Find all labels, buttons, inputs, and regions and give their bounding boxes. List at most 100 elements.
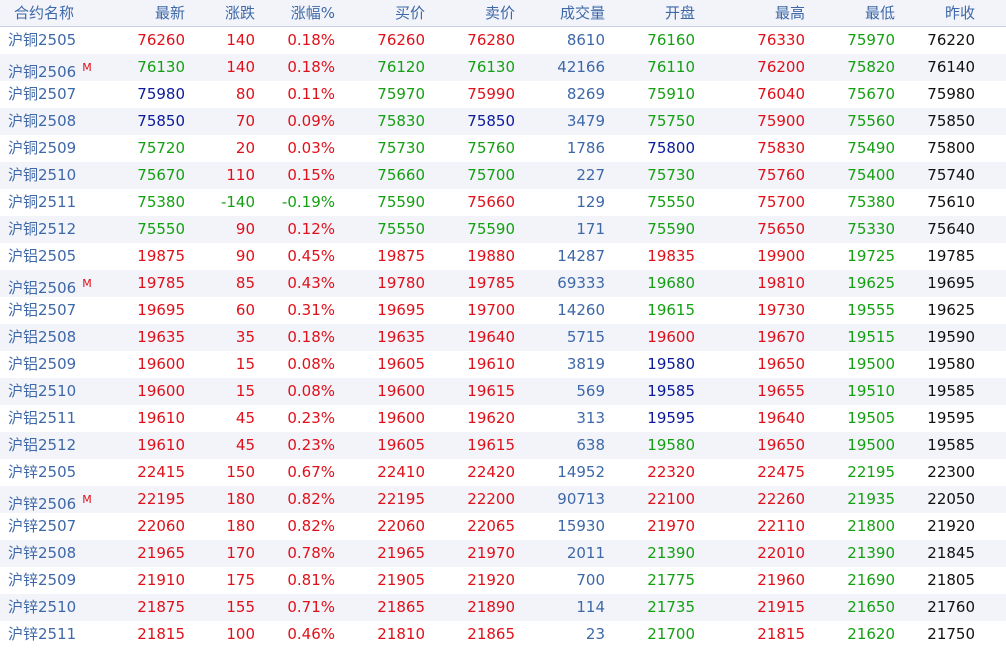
latest-price-cell: 22060 — [137, 517, 185, 535]
table-row[interactable]: 沪铜2508 75850 70 0.09% 75830 75850 3479 75750 759… — [0, 108, 1006, 135]
contract-name-cell[interactable]: 沪锌2507 — [8, 513, 100, 540]
column-header-open[interactable]: 开盘 — [664, 4, 695, 22]
table-row[interactable]: 沪铝2508 19635 35 0.18% 19635 19640 5715 19600 196… — [0, 324, 1006, 351]
table-row[interactable]: 沪锌2510 21875 155 0.71% 21865 21890 114 21735 219… — [0, 594, 1006, 621]
ask-price-cell: 21970 — [467, 544, 515, 562]
contract-name-cell[interactable]: 沪铝2510 — [8, 378, 100, 405]
contract-name: 沪铜2507 — [8, 85, 77, 103]
high-price-cell: 19900 — [757, 247, 805, 265]
contract-name-cell[interactable]: 沪铝2508 — [8, 324, 100, 351]
change-pct-cell: 0.18% — [287, 31, 335, 49]
column-header-latest[interactable]: 最新 — [154, 4, 185, 22]
table-row[interactable]: 沪铜2510 75670 110 0.15% 75660 75700 227 75730 757… — [0, 162, 1006, 189]
contract-name-cell[interactable]: 沪铝2505 — [8, 243, 100, 270]
contract-name-cell[interactable]: 沪铜2507 — [8, 81, 100, 108]
contract-name-cell[interactable]: 沪铝2512 — [8, 432, 100, 459]
contract-name-cell[interactable]: 沪铜2508 — [8, 108, 100, 135]
column-header-contract-name[interactable]: 合约名称 — [14, 4, 75, 22]
column-header-prev-close[interactable]: 昨收 — [944, 4, 975, 22]
contract-name-cell[interactable]: 沪锌2511 — [8, 621, 100, 648]
bid-price-cell: 22060 — [377, 517, 425, 535]
ask-price-cell: 19640 — [467, 328, 515, 346]
column-header-high[interactable]: 最高 — [774, 4, 805, 22]
table-row[interactable]: 沪铜2509 75720 20 0.03% 75730 75760 1786 75800 758… — [0, 135, 1006, 162]
change-cell: 155 — [226, 598, 255, 616]
low-price-cell: 21390 — [847, 544, 895, 562]
contract-name-cell[interactable]: 沪锌2505 — [8, 459, 100, 486]
ask-price-cell: 19700 — [467, 301, 515, 319]
column-header-change-pct[interactable]: 涨幅% — [290, 4, 335, 22]
change-pct-cell: 0.82% — [287, 517, 335, 535]
table-row[interactable]: 沪铜2512 75550 90 0.12% 75550 75590 171 75590 7565… — [0, 216, 1006, 243]
contract-name-cell[interactable]: 沪铝2506 M — [8, 270, 100, 297]
volume-cell: 700 — [576, 571, 605, 589]
table-row[interactable]: 沪锌2506 M 22195 180 0.82% 22195 22200 90713 22100… — [0, 486, 1006, 513]
column-header-volume[interactable]: 成交量 — [559, 4, 605, 22]
change-pct-cell: 0.12% — [287, 220, 335, 238]
table-row[interactable]: 沪铝2506 M 19785 85 0.43% 19780 19785 69333 19680 1… — [0, 270, 1006, 297]
high-price-cell: 76330 — [757, 31, 805, 49]
column-header-ask[interactable]: 卖价 — [484, 4, 515, 22]
contract-name-cell[interactable]: 沪铜2509 — [8, 135, 100, 162]
table-row[interactable]: 沪铝2505 19875 90 0.45% 19875 19880 14287 19835 19… — [0, 243, 1006, 270]
contract-name-cell[interactable]: 沪铝2511 — [8, 405, 100, 432]
table-row[interactable]: 沪铝2511 19610 45 0.23% 19600 19620 313 19595 1964… — [0, 405, 1006, 432]
table-row[interactable]: 沪铝2507 19695 60 0.31% 19695 19700 14260 19615 19… — [0, 297, 1006, 324]
latest-price-cell: 19600 — [137, 382, 185, 400]
contract-name-cell[interactable]: 沪锌2506 M — [8, 486, 100, 513]
low-price-cell: 21800 — [847, 517, 895, 535]
contract-name-cell[interactable]: 沪锌2510 — [8, 594, 100, 621]
ask-price-cell: 21920 — [467, 571, 515, 589]
change-cell: 150 — [226, 463, 255, 481]
table-row[interactable]: 沪铝2510 19600 15 0.08% 19600 19615 569 19585 1965… — [0, 378, 1006, 405]
ask-price-cell: 75760 — [467, 139, 515, 157]
contract-name-cell[interactable]: 沪铝2507 — [8, 297, 100, 324]
table-row[interactable]: 沪铝2509 19600 15 0.08% 19605 19610 3819 19580 196… — [0, 351, 1006, 378]
low-price-cell: 75490 — [847, 139, 895, 157]
ask-price-cell: 19785 — [467, 274, 515, 292]
volume-cell: 227 — [576, 166, 605, 184]
change-pct-cell: 0.46% — [287, 625, 335, 643]
latest-price-cell: 75550 — [137, 220, 185, 238]
prev-close-cell: 19580 — [927, 355, 975, 373]
contract-name-cell[interactable]: 沪铜2506 M — [8, 54, 100, 81]
table-row[interactable]: 沪锌2511 21815 100 0.46% 21810 21865 23 21700 2181… — [0, 621, 1006, 648]
table-row[interactable]: 沪锌2505 22415 150 0.67% 22410 22420 14952 22320 2… — [0, 459, 1006, 486]
prev-close-cell: 21760 — [927, 598, 975, 616]
prev-close-cell: 75610 — [927, 193, 975, 211]
change-cell: 140 — [226, 31, 255, 49]
contract-name-cell[interactable]: 沪铜2512 — [8, 216, 100, 243]
table-row[interactable]: 沪铜2505 76260 140 0.18% 76260 76280 8610 76160 76… — [0, 27, 1006, 54]
table-row[interactable]: 沪铜2506 M 76130 140 0.18% 76120 76130 42166 76110… — [0, 54, 1006, 81]
ask-price-cell: 76280 — [467, 31, 515, 49]
contract-name-cell[interactable]: 沪锌2508 — [8, 540, 100, 567]
high-price-cell: 19640 — [757, 409, 805, 427]
change-pct-cell: 0.23% — [287, 436, 335, 454]
contract-name-cell[interactable]: 沪铝2509 — [8, 351, 100, 378]
contract-name: 沪铝2511 — [8, 409, 77, 427]
contract-name-cell[interactable]: 沪铜2510 — [8, 162, 100, 189]
bid-price-cell: 19600 — [377, 382, 425, 400]
change-cell: 60 — [235, 301, 255, 319]
contract-name-cell[interactable]: 沪铜2511 — [8, 189, 100, 216]
latest-price-cell: 22415 — [137, 463, 185, 481]
ask-price-cell: 22420 — [467, 463, 515, 481]
column-header-change[interactable]: 涨跌 — [224, 4, 255, 22]
ask-price-cell: 22065 — [467, 517, 515, 535]
low-price-cell: 19625 — [847, 274, 895, 292]
table-row[interactable]: 沪锌2509 21910 175 0.81% 21905 21920 700 21775 219… — [0, 567, 1006, 594]
table-row[interactable]: 沪铜2507 75980 80 0.11% 75970 75990 8269 75910 760… — [0, 81, 1006, 108]
high-price-cell: 75760 — [757, 166, 805, 184]
column-header-bid[interactable]: 买价 — [394, 4, 425, 22]
low-price-cell: 19510 — [847, 382, 895, 400]
table-row[interactable]: 沪铜2511 75380 -140 -0.19% 75590 75660 129 75550 7… — [0, 189, 1006, 216]
table-row[interactable]: 沪锌2507 22060 180 0.82% 22060 22065 15930 21970 2… — [0, 513, 1006, 540]
latest-price-cell: 75720 — [137, 139, 185, 157]
column-header-low[interactable]: 最低 — [864, 4, 895, 22]
change-pct-cell: 0.08% — [287, 355, 335, 373]
bid-price-cell: 75550 — [377, 220, 425, 238]
contract-name-cell[interactable]: 沪铜2505 — [8, 27, 100, 54]
table-row[interactable]: 沪锌2508 21965 170 0.78% 21965 21970 2011 21390 22… — [0, 540, 1006, 567]
table-row[interactable]: 沪铝2512 19610 45 0.23% 19605 19615 638 19580 1965… — [0, 432, 1006, 459]
contract-name-cell[interactable]: 沪锌2509 — [8, 567, 100, 594]
